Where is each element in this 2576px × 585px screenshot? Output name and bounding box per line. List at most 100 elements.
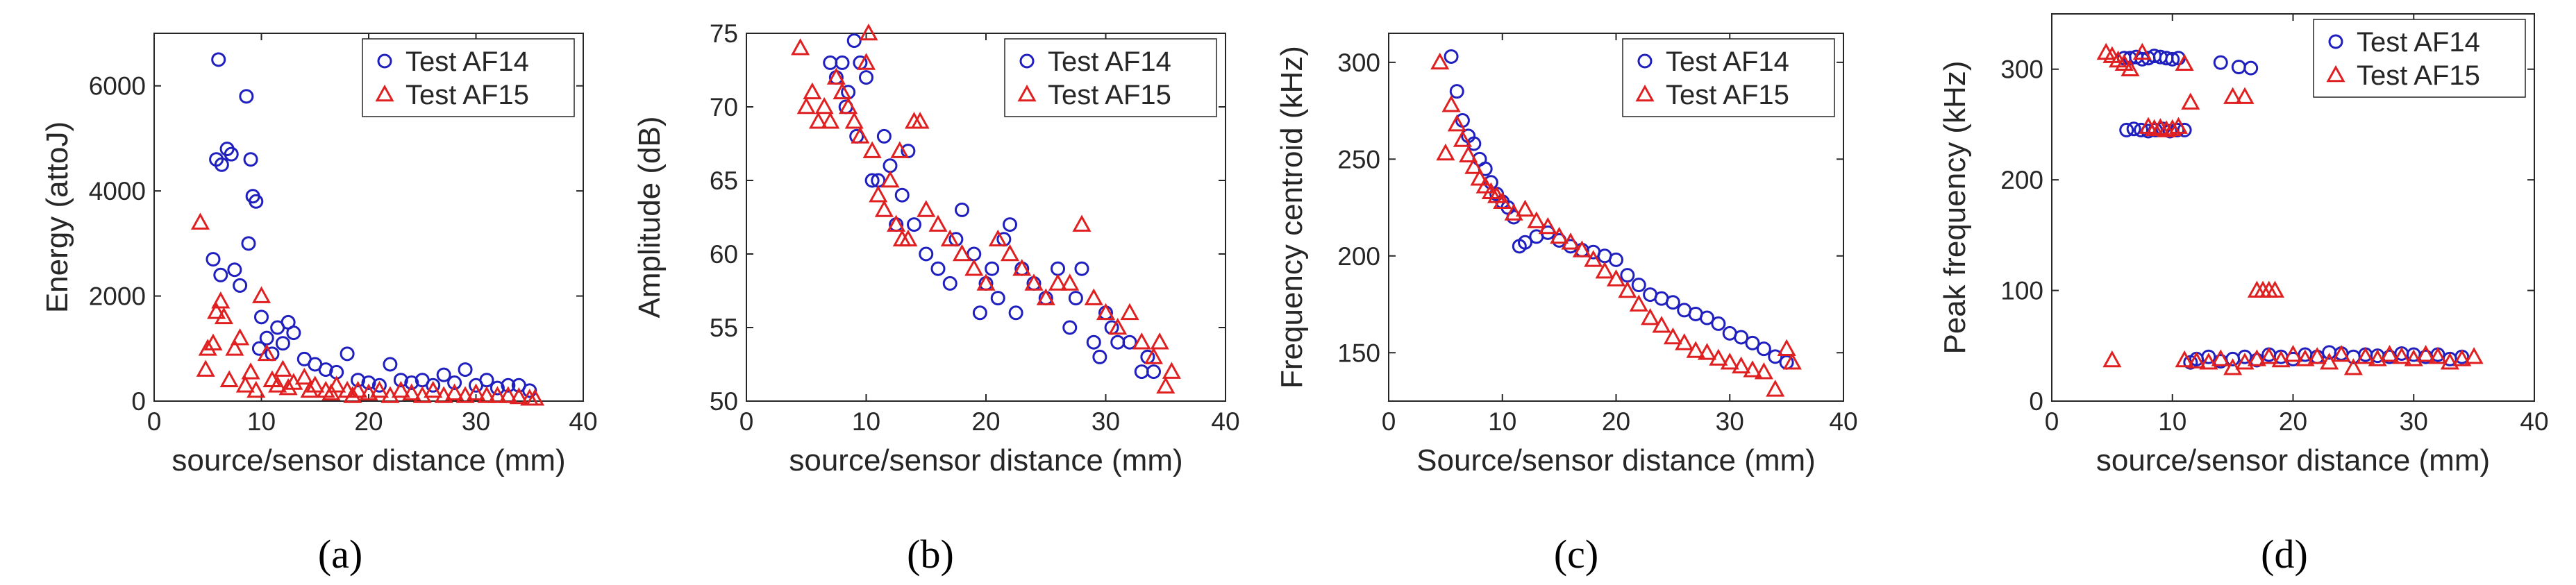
data-point	[976, 273, 996, 291]
data-point	[1756, 341, 1771, 357]
legend-entry: Test AF14	[405, 46, 529, 77]
data-point	[880, 170, 900, 188]
data-point	[2223, 87, 2243, 104]
legend-box	[2313, 19, 2526, 98]
data-point	[1620, 268, 1635, 283]
data-point	[257, 344, 276, 362]
data-point	[490, 380, 505, 396]
data-point	[286, 325, 301, 341]
x-tick-label: 40	[569, 407, 597, 436]
data-point	[1504, 203, 1523, 221]
data-point	[1550, 226, 1569, 244]
data-point	[2452, 349, 2472, 366]
data-point	[2145, 119, 2164, 137]
y-tick-label: 300	[2000, 56, 2043, 84]
data-point	[2213, 55, 2228, 70]
data-point	[391, 380, 410, 398]
y-tick-label: 4000	[89, 177, 146, 205]
data-point	[235, 375, 255, 393]
data-point	[383, 357, 398, 372]
data-point	[1024, 273, 1044, 291]
data-point	[2201, 349, 2216, 364]
x-tick-label: 0	[1382, 407, 1396, 436]
data-point	[275, 336, 290, 351]
data-point	[1700, 310, 1714, 325]
legend-marker-af14	[1637, 53, 1653, 69]
data-point	[2223, 358, 2243, 375]
data-point	[402, 383, 421, 400]
data-point	[1060, 273, 1080, 291]
data-point	[2332, 344, 2351, 362]
data-point	[1782, 353, 1802, 370]
data-point	[445, 383, 465, 400]
data-point	[190, 212, 210, 230]
data-point	[1036, 288, 1055, 305]
data-point	[859, 23, 878, 41]
data-point	[856, 53, 876, 70]
data-point	[2165, 51, 2180, 67]
data-point	[1493, 192, 1512, 209]
data-point	[424, 380, 443, 398]
data-point	[876, 128, 892, 144]
data-point	[1447, 115, 1466, 132]
series-af15	[791, 23, 1181, 394]
data-point	[1108, 317, 1128, 335]
legend-marker-af15	[1635, 84, 1655, 102]
data-point	[972, 305, 987, 321]
y-axis-label: Peak frequency (kHz)	[1938, 60, 1972, 354]
legend-entry: Test AF14	[2357, 27, 2480, 58]
data-point	[1475, 176, 1495, 194]
data-point	[1606, 269, 1626, 287]
data-point	[964, 259, 984, 276]
data-point	[851, 126, 870, 144]
chart-panel-2: 0 10 20 30 40 150 200 250 300 Source/sensor dista…	[1275, 33, 1858, 577]
x-tick-label: 0	[739, 407, 754, 436]
data-point	[791, 38, 810, 56]
data-point	[207, 302, 226, 319]
legend-box	[362, 38, 575, 117]
data-point	[499, 386, 518, 403]
data-point	[404, 375, 419, 390]
data-point	[1711, 316, 1726, 331]
y-tick-label: 100	[2000, 277, 2043, 305]
data-point	[2380, 344, 2400, 362]
data-point	[1086, 334, 1101, 350]
data-point	[225, 339, 244, 356]
y-tick-label: 250	[1337, 145, 1380, 173]
data-point	[1518, 235, 1532, 250]
data-point	[2283, 344, 2303, 362]
data-point	[1732, 356, 1751, 374]
x-axis-label: source/sensor distance (mm)	[2096, 443, 2490, 477]
data-point	[1068, 291, 1083, 306]
x-tick-label: 10	[852, 407, 880, 436]
data-point	[1631, 278, 1646, 293]
x-tick-label: 40	[1211, 407, 1239, 436]
legend-marker-af14	[377, 53, 392, 69]
legend-entry: Test AF15	[405, 80, 529, 110]
data-point	[1595, 262, 1614, 279]
data-point	[1629, 294, 1648, 312]
data-point	[803, 82, 822, 100]
data-point	[203, 333, 223, 351]
data-point	[249, 194, 264, 209]
data-point	[1003, 217, 1017, 232]
data-point	[2259, 347, 2279, 364]
y-axis-label: Energy (attoJ)	[40, 121, 74, 313]
data-point	[2175, 53, 2194, 71]
data-point	[273, 359, 292, 377]
data-point	[1618, 280, 1637, 298]
data-point	[246, 380, 266, 398]
data-point	[862, 141, 882, 158]
data-point	[1122, 334, 1137, 350]
data-point	[869, 185, 888, 203]
data-point	[1561, 232, 1580, 250]
data-point	[928, 214, 948, 232]
x-axis-label: Source/sensor distance (mm)	[1416, 443, 1816, 477]
data-point	[2247, 349, 2266, 366]
legend-marker-af15	[375, 84, 394, 102]
data-point	[955, 202, 969, 217]
data-point	[239, 89, 254, 104]
data-point	[1162, 362, 1181, 379]
data-point	[213, 267, 228, 282]
y-tick-label: 55	[710, 314, 738, 342]
